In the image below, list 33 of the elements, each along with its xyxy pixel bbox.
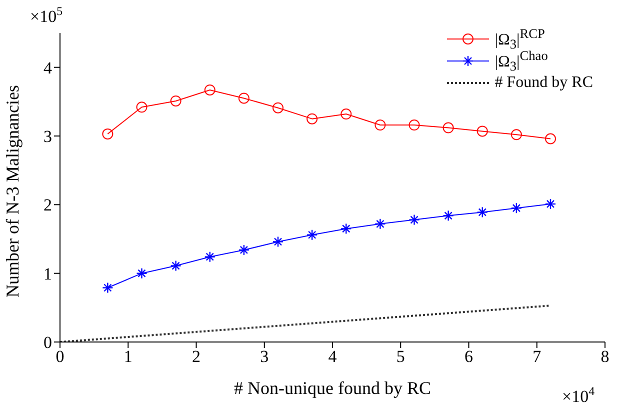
x-tick-label: 6 [464,347,473,366]
text: ×10$^{5}$ [30,4,63,26]
point [170,95,182,106]
y-tick-label: 3 [44,127,52,146]
legend-label: # Found by RC [494,74,593,92]
point [510,129,522,140]
point [272,102,284,114]
point [442,122,454,134]
x-tick-label: 4 [328,347,338,366]
text: ×10$^{4}$ [562,384,595,406]
x-tick-label: 1 [124,347,132,366]
x-tick-label: 0 [56,347,64,366]
x-tick-label: 5 [396,347,405,366]
point [136,102,148,113]
x-tick-label: 7 [532,347,542,366]
point [545,133,556,144]
y-tick-label: 2 [44,196,52,215]
point [306,113,318,124]
x-axis-title: # Non-unique found by RC [234,378,431,398]
x-tick-label: 3 [260,347,269,366]
point [374,120,386,131]
x-tick-label: 8 [600,347,610,366]
point [340,108,352,120]
y-tick-label: 0 [44,333,52,352]
y-tick-label: 1 [44,264,52,284]
x-tick-label: 2 [192,347,200,366]
point [238,92,250,104]
y-tick-label: 4 [44,58,52,78]
point [102,128,114,140]
point [476,126,488,137]
point [204,84,216,96]
y-axis-title: Number of N-3 Malignancies [2,85,22,298]
point [408,120,420,131]
